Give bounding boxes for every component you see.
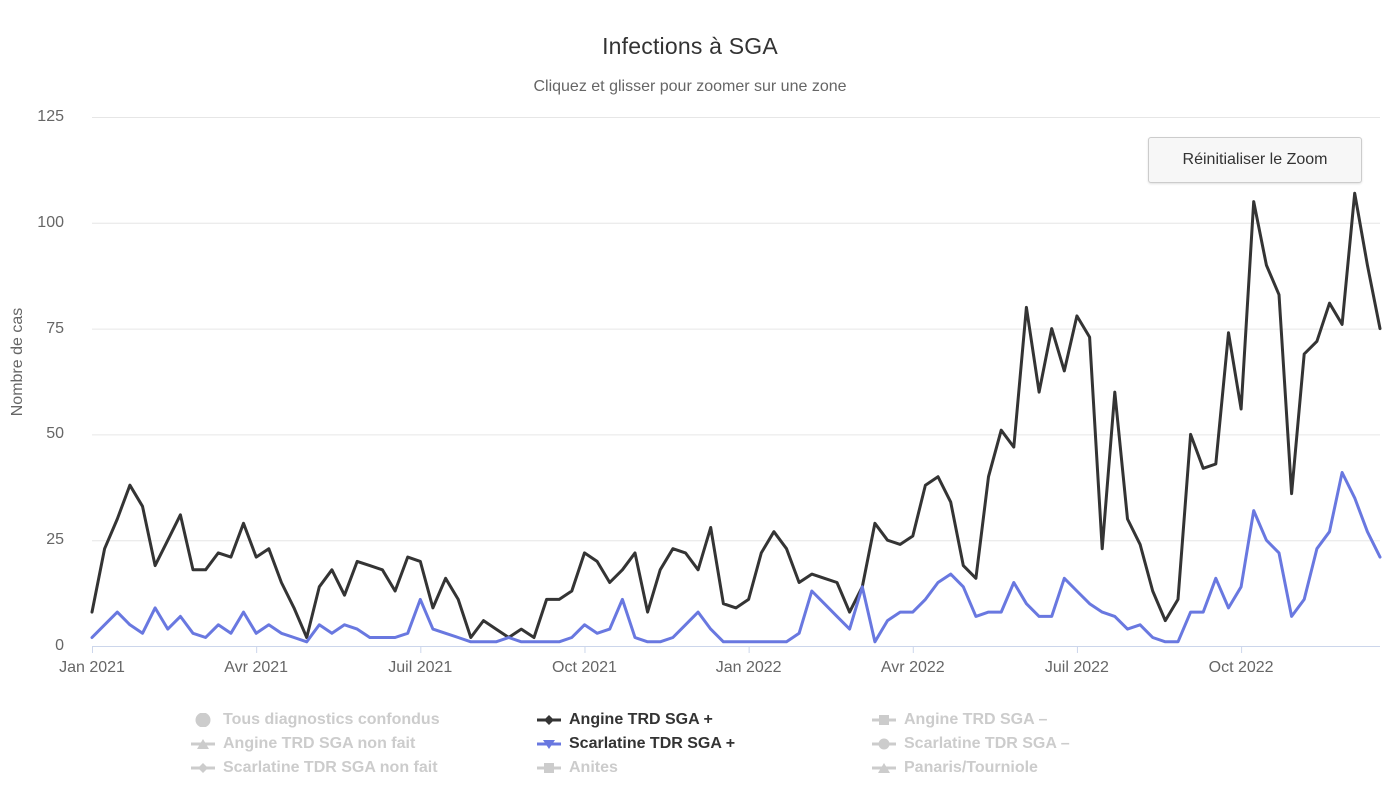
legend-label: Angine TRD SGA non fait xyxy=(223,735,416,752)
x-tick-label: Juil 2022 xyxy=(1044,659,1109,676)
legend-marker-triangle-down-icon xyxy=(537,740,561,749)
x-tick-label: Jan 2021 xyxy=(59,659,125,676)
x-tick-label: Juil 2021 xyxy=(388,659,453,676)
y-tick-label-125: 125 xyxy=(37,108,64,125)
legend-label: Scarlatine TDR SGA + xyxy=(569,735,736,752)
legend-item-angine-trd-sga[interactable]: Angine TRD SGA – xyxy=(871,708,1070,732)
chart-subtitle: Cliquez et glisser pour zoomer sur une z… xyxy=(533,78,847,95)
legend-item-anites[interactable]: Anites xyxy=(536,756,735,780)
legend-label: Scarlatine TDR SGA non fait xyxy=(223,759,438,776)
legend-label: Scarlatine TDR SGA – xyxy=(904,735,1070,752)
chart-title: Infections à SGA xyxy=(602,33,778,59)
series-line-scarlatine-tdr-sga xyxy=(90,471,1382,644)
legend-column-1: Tous diagnostics confondus Angine TRD SGA… xyxy=(190,708,440,780)
legend-label: Panaris/Tourniole xyxy=(904,759,1038,776)
legend-item-panaris-tourniole[interactable]: Panaris/Tourniole xyxy=(871,756,1070,780)
y-tick-label-25: 25 xyxy=(46,531,64,549)
y-tick-label-75: 75 xyxy=(46,319,64,337)
legend-marker-triangle-up-icon xyxy=(872,763,896,773)
x-tick-label: Oct 2022 xyxy=(1208,659,1274,676)
y-tick-label-0: 0 xyxy=(55,637,64,654)
legend-marker-triangle-up-icon xyxy=(191,739,215,749)
x-tick-label: Oct 2021 xyxy=(552,659,617,676)
legend-marker-square-icon xyxy=(537,763,561,773)
legend-marker-diamond-icon xyxy=(537,715,561,725)
legend-label: Anites xyxy=(569,759,618,776)
legend-marker-diamond-icon xyxy=(191,763,215,773)
legend-label: Angine TRD SGA – xyxy=(904,711,1048,728)
legend-item-scarlatine-tdr-sga[interactable]: Scarlatine TDR SGA + xyxy=(536,732,735,756)
legend-item-scarlatine-tdr-sga-non-fait[interactable]: Scarlatine TDR SGA non fait xyxy=(190,756,440,780)
legend-marker-big-circle-icon xyxy=(195,713,211,727)
legend-marker-circle-icon xyxy=(872,738,896,750)
legend-label: Angine TRD SGA + xyxy=(569,711,713,728)
x-tick-label: Jan 2022 xyxy=(715,659,782,676)
plot-area[interactable] xyxy=(92,117,1380,646)
legend-item-scarlatine-tdr-sga[interactable]: Scarlatine TDR SGA – xyxy=(871,732,1070,756)
x-tick-label: Avr 2021 xyxy=(224,659,289,676)
legend-label: Tous diagnostics confondus xyxy=(223,711,440,728)
legend-marker-square-icon xyxy=(872,715,896,725)
y-tick-label-50: 50 xyxy=(46,425,64,443)
series-line-angine-trd-sga xyxy=(90,191,1382,639)
legend-item-tous-diagnostics-confondus[interactable]: Tous diagnostics confondus xyxy=(190,708,440,732)
x-tick-label: Avr 2022 xyxy=(880,659,945,676)
y-tick-label-100: 100 xyxy=(37,213,64,231)
legend-column-3: Angine TRD SGA – Scarlatine TDR SGA – Pana… xyxy=(871,708,1070,780)
reset-zoom-button[interactable]: Réinitialiser le Zoom xyxy=(1148,137,1362,183)
legend-column-2: Angine TRD SGA + Scarlatine TDR SGA + Anit… xyxy=(536,708,735,780)
legend-item-angine-trd-sga[interactable]: Angine TRD SGA + xyxy=(536,708,735,732)
legend-item-angine-trd-sga-non-fait[interactable]: Angine TRD SGA non fait xyxy=(190,732,440,756)
